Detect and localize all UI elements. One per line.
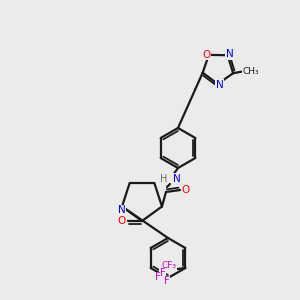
Text: N: N <box>226 49 233 59</box>
Text: N: N <box>173 174 181 184</box>
Text: N: N <box>118 206 126 215</box>
Text: F: F <box>164 276 169 286</box>
Text: H: H <box>160 174 167 184</box>
Text: CH₃: CH₃ <box>243 67 260 76</box>
Text: CF₃: CF₃ <box>162 260 177 269</box>
Text: F: F <box>154 272 160 282</box>
Text: O: O <box>118 216 126 226</box>
Text: O: O <box>203 50 211 60</box>
Text: F: F <box>160 268 165 278</box>
Text: N: N <box>216 80 224 90</box>
Text: O: O <box>182 185 190 195</box>
